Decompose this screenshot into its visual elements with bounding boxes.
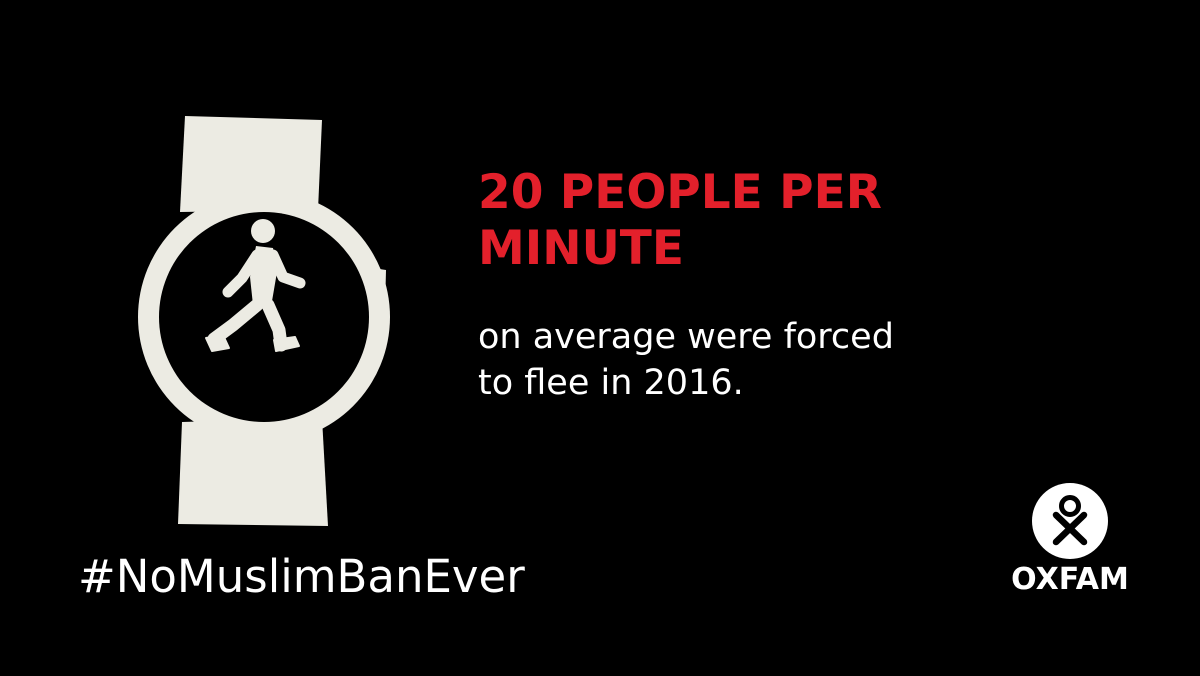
watch-walking-person-icon: [138, 116, 390, 526]
subtext: on average were forced to flee in 2016.: [478, 315, 1078, 406]
headline-line-1: 20 PEOPLE PER: [478, 165, 882, 220]
oxfam-logo-icon: [1032, 483, 1108, 559]
hashtag: #NoMuslimBanEver: [78, 550, 525, 603]
oxfam-logo: OXFAM: [1000, 470, 1150, 610]
subtext-line-1: on average were forced: [478, 317, 894, 357]
headline-line-2: MINUTE: [478, 221, 684, 277]
subtext-line-2: to flee in 2016.: [478, 362, 744, 403]
oxfam-wordmark: OXFAM: [1011, 562, 1129, 597]
headline: 20 PEOPLE PER MINUTE: [478, 165, 1078, 278]
